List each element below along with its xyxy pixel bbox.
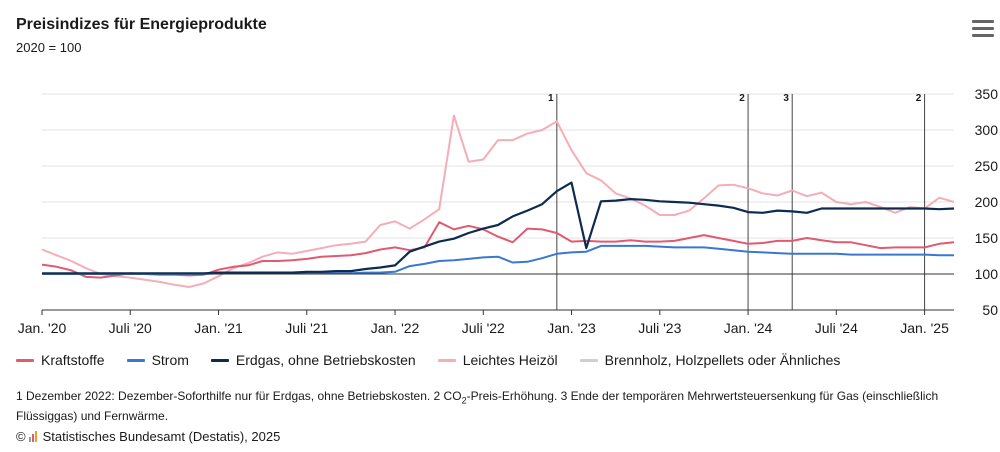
legend-item[interactable]: Kraftstoffe [16,352,105,368]
legend-swatch [579,358,598,362]
annotation-label: 3 [783,93,789,104]
footnote: 1 Dezember 2022: Dezember-Soforthilfe nu… [16,389,939,424]
y-tick-label: 300 [975,122,999,138]
y-tick-label: 350 [975,86,999,102]
line-chart: 50 100 150 200 250 300 350 Jan. '20 Juli '20 Jan.… [18,86,999,336]
legend-label: Leichtes Heizöl [462,352,558,368]
y-tick-label: 50 [982,302,998,318]
x-tick-label: Jan. '20 [18,320,67,336]
annotation-label: 2 [739,93,745,104]
legend-item[interactable]: Erdgas, ohne Betriebskosten [210,352,416,368]
x-tick-label: Jan. '21 [194,320,243,336]
x-tick-label: Juli '24 [815,320,858,336]
x-tick-label: Jan. '22 [371,320,420,336]
source-line: © Statistisches Bundesamt (Destatis), 20… [16,429,280,444]
annotation-label: 1 [548,93,554,104]
legend-label: Kraftstoffe [41,352,105,368]
legend-label: Erdgas, ohne Betriebskosten [235,352,416,368]
series-line-0 [41,221,955,279]
annotation-label: 2 [916,93,922,104]
legend-swatch [16,358,34,362]
legend-swatch [210,358,229,362]
legend-swatch [126,358,145,362]
x-tick-label: Juli '20 [109,320,152,336]
legend-item[interactable]: Leichtes Heizöl [437,352,558,368]
legend-label: Strom [151,352,189,368]
x-tick-label: Jan. '25 [900,320,949,336]
series-line-3 [41,114,955,288]
x-tick-label: Jan. '23 [547,320,596,336]
legend-item[interactable]: Strom [126,352,189,368]
y-tick-label: 250 [975,158,999,174]
series-line-1 [42,244,954,275]
y-tick-label: 200 [975,194,999,210]
x-tick-label: Juli '23 [638,320,681,336]
menu-icon[interactable] [972,20,994,40]
copyright-symbol: © [16,429,26,444]
series-line-2 [42,181,955,275]
x-tick-label: Jan. '24 [724,320,773,336]
source-text: Statistisches Bundesamt (Destatis), 2025 [42,429,281,444]
legend-swatch [437,358,456,362]
chart-subtitle: 2020 = 100 [16,40,82,55]
destatis-logo-icon [28,431,38,442]
legend: Kraftstoffe Strom Erdgas, ohne Betriebskos… [16,352,862,368]
legend-label: Brennholz, Holzpellets oder Ähnliches [604,352,841,368]
x-tick-label: Juli '21 [285,320,328,336]
x-tick-label: Juli '22 [462,320,505,336]
chart-title: Preisindizes für Energieprodukte [16,16,267,33]
y-tick-label: 100 [975,266,999,282]
legend-item[interactable]: Brennholz, Holzpellets oder Ähnliches [579,352,841,368]
y-tick-label: 150 [975,230,999,246]
